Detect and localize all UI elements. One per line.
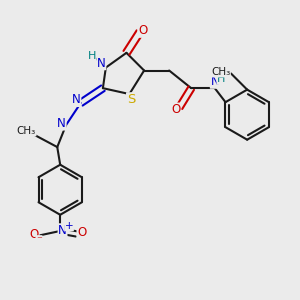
Text: ⁻: ⁻: [36, 236, 42, 246]
Text: S: S: [127, 93, 135, 106]
Text: N: N: [97, 57, 106, 70]
Text: H: H: [217, 74, 225, 84]
Text: CH₃: CH₃: [17, 126, 36, 136]
Text: O: O: [77, 226, 86, 239]
Text: N: N: [210, 75, 219, 88]
Text: +: +: [65, 221, 73, 231]
Text: CH₃: CH₃: [211, 67, 230, 77]
Text: O: O: [138, 24, 147, 37]
Text: O: O: [171, 103, 181, 116]
Text: H: H: [88, 51, 96, 61]
Text: O: O: [30, 228, 39, 241]
Text: N: N: [72, 93, 81, 106]
Text: N: N: [58, 224, 67, 237]
Text: N: N: [57, 117, 66, 130]
